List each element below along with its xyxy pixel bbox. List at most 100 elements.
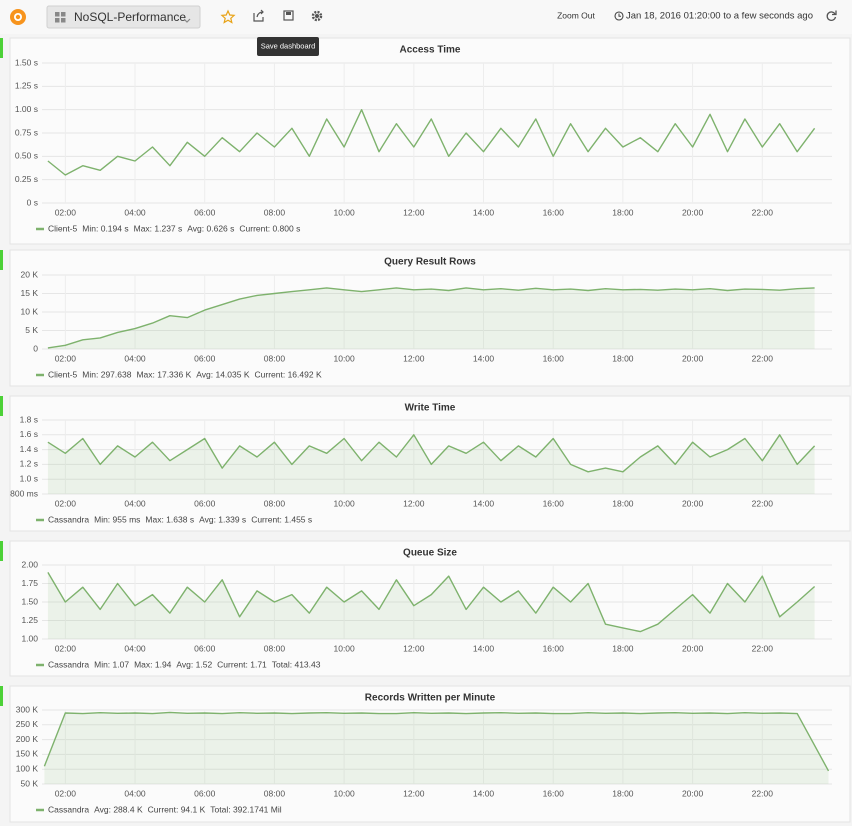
x-tick-label: 06:00 [194,353,216,363]
x-tick-label: 02:00 [55,498,77,508]
x-tick-label: 12:00 [403,643,425,653]
y-tick-label: 250 K [16,719,39,729]
panel-background [9,540,851,677]
x-tick-label: 04:00 [124,788,146,798]
y-tick-label: 0.75 s [15,127,38,137]
x-tick-label: 12:00 [403,498,425,508]
y-tick-label: 5 K [25,325,38,335]
x-tick-label: 04:00 [124,643,146,653]
y-tick-label: 1.0 s [20,473,38,483]
y-tick-label: 150 K [16,749,39,759]
x-tick-label: 08:00 [264,207,286,217]
x-tick-label: 06:00 [194,643,216,653]
y-tick-label: 1.50 [21,596,38,606]
panel-title: Query Result Rows [384,257,476,268]
legend-stat: Min: 955 ms [94,514,140,524]
x-tick-label: 04:00 [124,353,146,363]
star-button[interactable] [220,9,236,24]
x-tick-label: 10:00 [333,498,355,508]
panel-title: Queue Size [403,548,457,559]
x-tick-label: 10:00 [333,353,355,363]
x-tick-label: 18:00 [612,498,634,508]
legend-stat: Current: 16.492 K [255,369,322,379]
legend-stat: Max: 1.237 s [134,223,183,233]
y-tick-label: 1.4 s [20,444,38,454]
legend-stat: Total: 392.1741 Mil [210,804,281,814]
legend-stat: Max: 17.336 K [136,369,191,379]
x-tick-label: 12:00 [403,207,425,217]
x-tick-label: 16:00 [543,498,565,508]
y-tick-label: 1.8 s [20,414,38,424]
x-tick-label: 12:00 [403,788,425,798]
x-tick-label: 20:00 [682,207,704,217]
x-tick-label: 02:00 [55,643,77,653]
x-tick-label: 22:00 [752,498,774,508]
x-tick-label: 20:00 [682,643,704,653]
time-range[interactable]: Jan 18, 2016 01:20:00 to a few seconds a… [626,11,813,22]
legend-label: Cassandra [48,659,89,669]
zoom-out[interactable]: Zoom Out [557,10,595,20]
legend-stat: Total: 413.43 [272,659,321,669]
y-tick-label: 50 K [21,778,39,788]
y-tick-label: 1.25 [21,615,38,625]
y-tick-label: 0.25 s [15,174,38,184]
legend-stat: Avg: 1.339 s [199,514,246,524]
panel-marker [0,250,3,270]
y-tick-label: 800 ms [10,488,38,498]
share-button[interactable] [253,9,264,22]
save-button[interactable] [283,10,294,21]
x-tick-label: 14:00 [473,788,495,798]
line [47,287,815,349]
panel-background [9,249,851,387]
x-tick-label: 02:00 [55,353,77,363]
settings-button[interactable] [311,10,323,22]
x-tick-label: 10:00 [333,643,355,653]
area [47,287,815,349]
y-tick-label: 200 K [16,734,39,744]
refresh-button[interactable] [826,10,837,21]
y-tick-label: 1.00 [21,633,38,643]
panel: Query Result Rows 0 5 K 10 K 15 K 20 K 02:00 04… [0,249,851,387]
legend-stat: Avg: 1.52 [176,659,212,669]
panel: Queue Size 1.00 1.25 1.50 1.75 2.00 02:00 04:00… [0,540,851,677]
x-tick-label: 08:00 [264,788,286,798]
x-tick-label: 04:00 [124,207,146,217]
legend-stat: Avg: 0.626 s [187,223,234,233]
dashboard-title: NoSQL-Performance [74,10,186,24]
y-tick-label: 1.75 [21,578,38,588]
line [47,572,816,633]
x-tick-label: 10:00 [333,788,355,798]
legend-label: Cassandra [48,804,89,814]
x-tick-label: 18:00 [612,353,634,363]
x-tick-label: 16:00 [543,207,565,217]
x-tick-label: 04:00 [124,498,146,508]
tooltip-text: Save dashboard [261,41,316,50]
legend-stat: Max: 1.638 s [145,514,194,524]
clock-icon [614,11,624,21]
y-tick-label: 1.50 s [15,57,38,67]
x-tick-label: 12:00 [403,353,425,363]
x-tick-label: 18:00 [612,207,634,217]
y-tick-label: 0.50 s [15,151,38,161]
y-tick-label: 100 K [16,763,39,773]
dashboard-picker[interactable]: NoSQL-Performance [46,5,201,29]
x-tick-label: 20:00 [682,498,704,508]
panel-title: Write Time [405,403,456,414]
y-tick-label: 1.25 s [15,81,38,91]
y-tick-label: 2.00 [21,559,38,569]
panel: Access Time 0 s 0.25 s 0.50 s 0.75 s 1.00 s 1.… [0,37,851,245]
y-tick-label: 15 K [21,288,39,298]
legend-label: Client-5 [48,223,78,233]
panel-marker [0,541,3,561]
line [47,109,816,176]
x-tick-label: 16:00 [543,788,565,798]
grafana-logo[interactable] [10,9,26,25]
legend-stat: Max: 1.94 [134,659,172,669]
legend-stat: Current: 94.1 K [148,804,206,814]
panels: Access Time 0 s 0.25 s 0.50 s 0.75 s 1.00 s 1.… [0,37,851,823]
legend-stat: Min: 1.07 [94,659,129,669]
panel: Records Written per Minute 50 K 100 K 150 K… [0,685,851,823]
panel-marker [0,38,3,58]
